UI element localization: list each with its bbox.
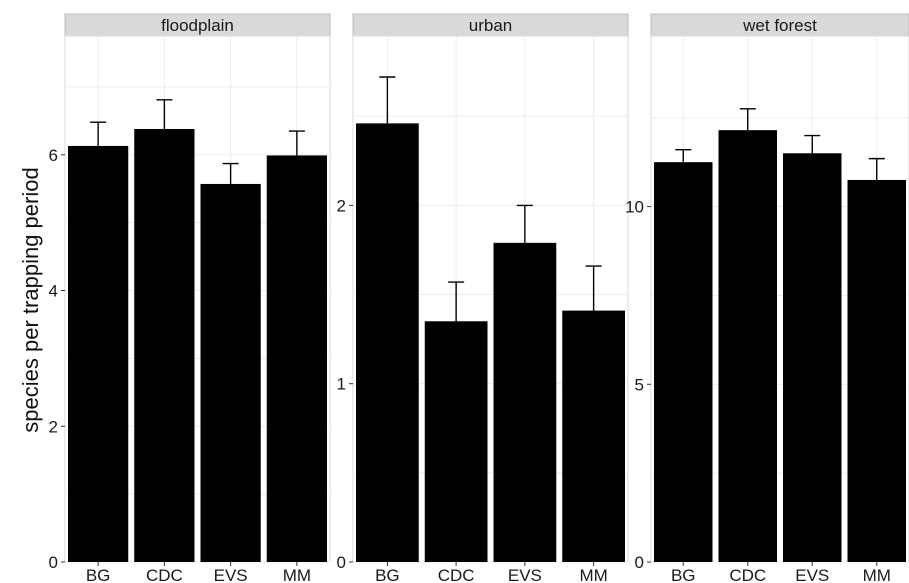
bar-MM xyxy=(266,155,327,563)
y-axis-label: species per trapping period xyxy=(18,167,43,432)
x-tick-label: EVS xyxy=(214,566,248,583)
y-tick-label: 10 xyxy=(625,198,644,217)
bar-MM xyxy=(562,310,625,562)
bar-EVS xyxy=(200,183,261,562)
panel-wet-forest: wet forest BG CDC EVS MM 0 5 10 xyxy=(625,13,909,583)
y-tick-label: 4 xyxy=(49,282,58,301)
y-tick-label: 1 xyxy=(337,375,346,394)
bar-CDC xyxy=(134,128,195,563)
y-tick-label: 6 xyxy=(49,146,58,165)
y-tick-label: 5 xyxy=(635,375,644,394)
x-tick-label: MM xyxy=(579,566,607,583)
bar-BG xyxy=(68,145,129,562)
x-tick-label: CDC xyxy=(729,566,766,583)
bar-CDC xyxy=(718,130,777,562)
bar-EVS xyxy=(493,242,557,562)
y-tick-label: 0 xyxy=(49,553,58,572)
bar-BG xyxy=(356,123,419,562)
x-tick-label: MM xyxy=(863,566,891,583)
bar-BG xyxy=(654,162,713,562)
x-tick-label: BG xyxy=(375,566,400,583)
bar-EVS xyxy=(783,153,842,562)
panels: floodplain BG CDC EVS MM 0 2 4 6 urban BG CDC EVS MM 0… xyxy=(49,13,909,583)
x-tick-label: BG xyxy=(86,566,111,583)
bar-CDC xyxy=(424,321,488,562)
x-tick-label: EVS xyxy=(795,566,829,583)
x-tick-label: EVS xyxy=(508,566,542,583)
bar-MM xyxy=(847,179,906,562)
facet-label: urban xyxy=(469,16,512,35)
x-tick-label: CDC xyxy=(146,566,183,583)
panel-urban: urban BG CDC EVS MM 0 1 2 xyxy=(337,13,629,583)
y-tick-label: 2 xyxy=(337,196,346,215)
x-tick-label: BG xyxy=(671,566,696,583)
facet-label: floodplain xyxy=(161,16,234,35)
facet-label: wet forest xyxy=(742,16,817,35)
x-tick-label: CDC xyxy=(438,566,475,583)
panel-floodplain: floodplain BG CDC EVS MM 0 2 4 6 xyxy=(49,13,331,583)
y-tick-label: 2 xyxy=(49,417,58,436)
y-tick-label: 0 xyxy=(635,553,644,572)
x-tick-label: MM xyxy=(283,566,311,583)
y-tick-label: 0 xyxy=(337,553,346,572)
